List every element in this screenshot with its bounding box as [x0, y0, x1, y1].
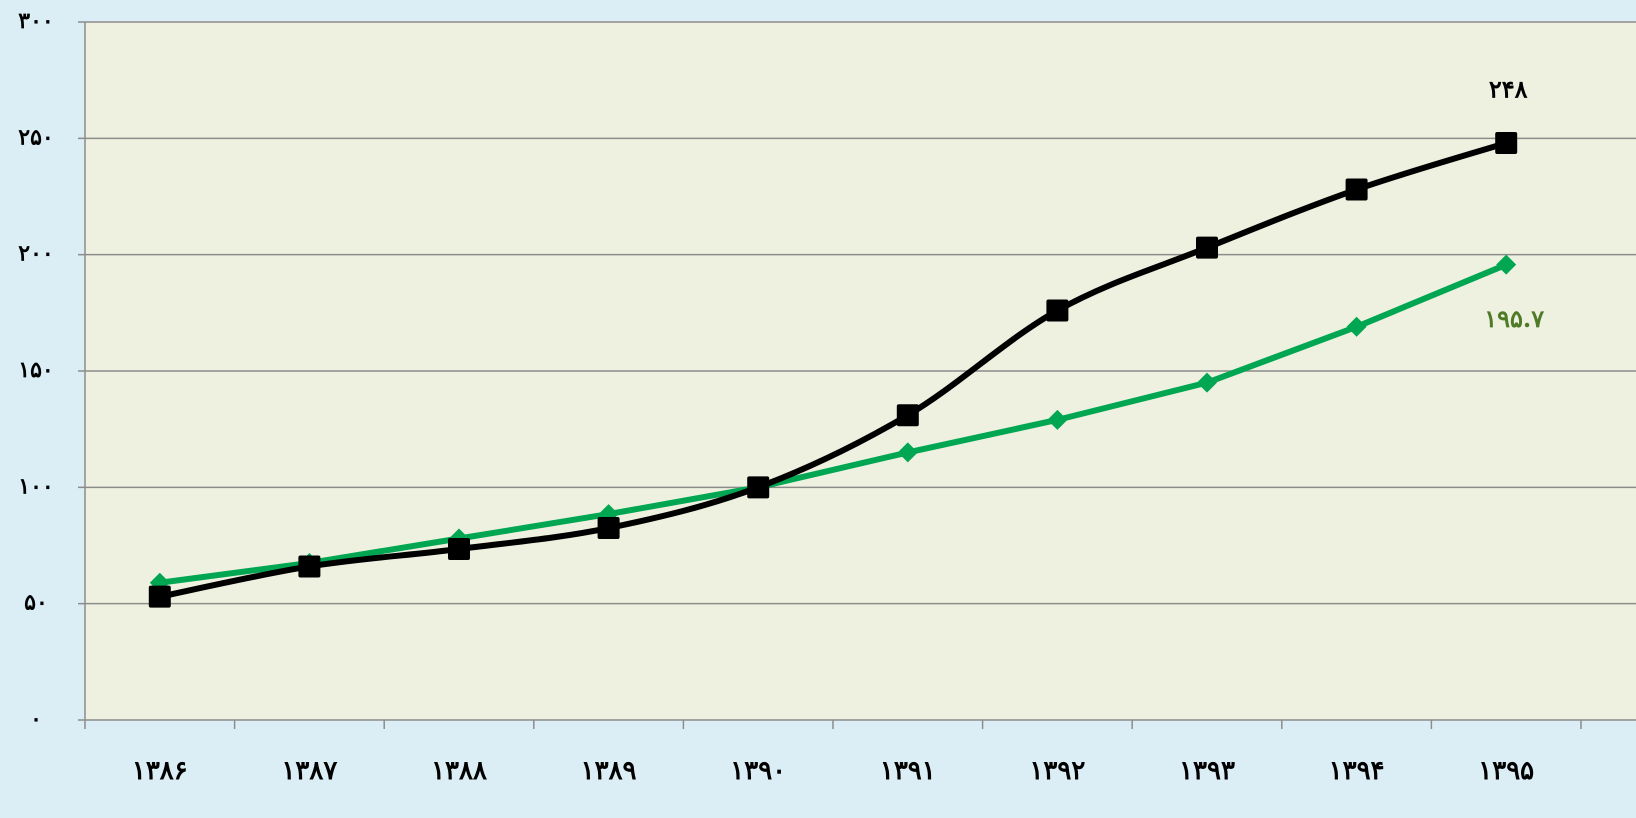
y-tick-label: ۱۵۰ — [18, 357, 53, 383]
marker — [896, 404, 919, 427]
x-tick-label: ۱۳۸۸ — [431, 756, 487, 786]
x-tick-label: ۱۳۸۹ — [581, 756, 637, 786]
y-tick-label: ۱۰۰ — [18, 473, 53, 499]
marker — [1047, 409, 1068, 430]
y-tick-label: ۲۰۰ — [18, 241, 53, 267]
series-line — [159, 140, 1508, 600]
marker — [298, 555, 321, 578]
x-tick-label: ۱۳۹۲ — [1029, 756, 1085, 786]
x-tick-label: ۱۳۹۵ — [1478, 756, 1534, 786]
marker — [1345, 178, 1368, 201]
y-tick-label: ۰ — [30, 706, 42, 732]
x-tick-label: ۱۳۸۶ — [132, 756, 188, 786]
y-tick-label: ۵۰ — [24, 590, 48, 616]
series-line — [159, 261, 1508, 586]
marker — [148, 585, 171, 608]
marker — [1346, 316, 1367, 337]
marker — [448, 537, 470, 560]
marker — [747, 476, 770, 499]
marker — [1496, 254, 1517, 275]
value-label: ۱۹۵.۷ — [1484, 304, 1544, 333]
marker — [1495, 131, 1518, 154]
marker — [1196, 236, 1218, 259]
marker — [897, 442, 918, 463]
y-tick-label: ۲۵۰ — [18, 124, 53, 150]
x-tick-label: ۱۳۸۷ — [281, 756, 337, 786]
y-tick-label: ۳۰۰ — [18, 8, 53, 34]
x-tick-label: ۱۳۹۴ — [1329, 756, 1385, 786]
marker — [597, 517, 620, 540]
x-tick-label: ۱۳۹۳ — [1179, 756, 1235, 786]
value-label: ۲۴۸ — [1489, 74, 1528, 103]
marker — [1197, 372, 1217, 393]
x-tick-label: ۱۳۹۱ — [880, 756, 936, 786]
x-tick-label: ۱۳۹۰ — [730, 756, 786, 786]
marker — [1046, 299, 1069, 322]
